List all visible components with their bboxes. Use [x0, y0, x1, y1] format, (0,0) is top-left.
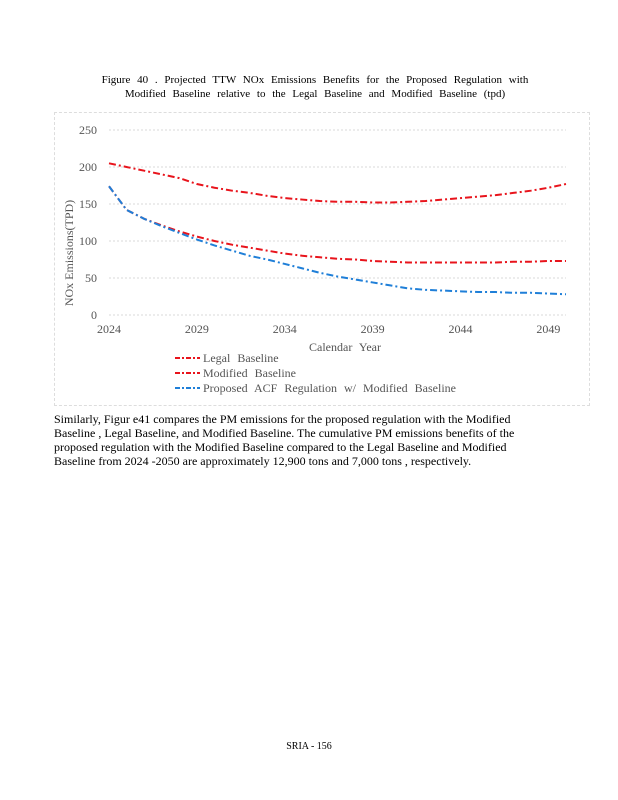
- y-tick-label: 150: [79, 197, 97, 211]
- y-tick-label: 50: [85, 271, 97, 285]
- y-tick-label: 0: [91, 308, 97, 322]
- x-tick-label: 2044: [449, 322, 473, 336]
- body-paragraph: Similarly, Figur e41 compares the PM emi…: [54, 412, 515, 468]
- chart: 0 50 100 150 200 250 2024 2029 2034 2039 2044 2049 …: [54, 112, 590, 406]
- figure-caption-line2: Modified Baseline relative to the Legal …: [124, 88, 506, 100]
- x-tick-label: 2024: [97, 322, 121, 336]
- x-axis-label: Calendar Year: [309, 340, 381, 354]
- y-tick-label: 200: [79, 160, 97, 174]
- series-line-0: [108, 162, 567, 204]
- legend-label: Legal Baseline: [203, 351, 279, 365]
- y-tick-label: 250: [79, 123, 97, 137]
- legend-label: Proposed ACF Regulation w/ Modified Base…: [203, 381, 456, 395]
- y-tick-label: 100: [79, 234, 97, 248]
- series-line-2: [108, 185, 567, 296]
- x-tick-label: 2034: [273, 322, 297, 336]
- y-axis-label: NOx Emissions(TPD): [62, 200, 76, 306]
- page-footer: SRIA - 156: [286, 741, 332, 752]
- legend-label: Modified Baseline: [203, 366, 296, 380]
- x-tick-label: 2029: [185, 322, 209, 336]
- x-tick-label: 2049: [536, 322, 560, 336]
- series-line-1: [108, 185, 566, 264]
- figure-caption-line1: Figure 40 . Projected TTW NOx Emissions …: [101, 74, 529, 86]
- x-tick-label: 2039: [361, 322, 385, 336]
